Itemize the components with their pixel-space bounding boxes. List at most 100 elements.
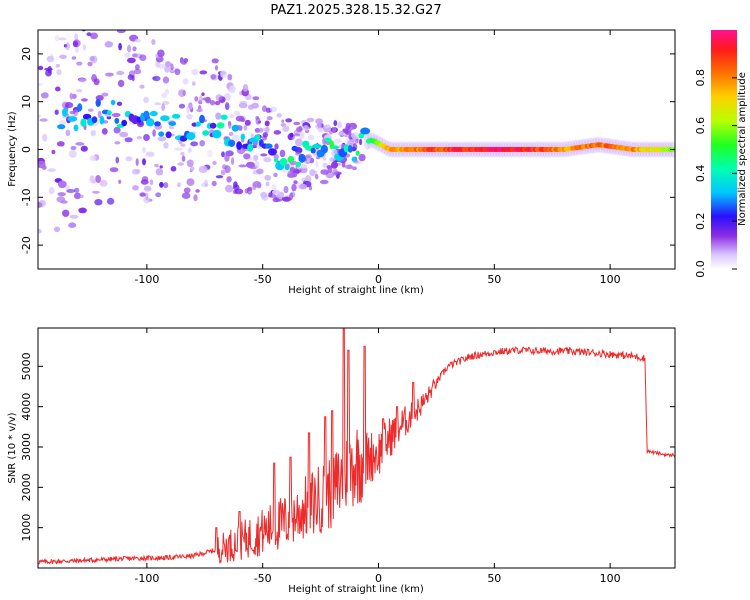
snr-frame [37, 327, 676, 569]
noise-blob [305, 154, 312, 159]
noise-blob [238, 102, 248, 109]
noise-blob [254, 160, 260, 169]
noise-blob [152, 129, 156, 137]
noise-blob [80, 194, 84, 199]
noise-blob [274, 143, 279, 150]
noise-blob [125, 156, 133, 162]
noise-blob [308, 185, 313, 191]
y-tick-label: 10 [20, 95, 33, 109]
noise-blob [298, 131, 305, 140]
noise-blob [215, 175, 224, 179]
noise-blob [210, 74, 217, 80]
snr-y-ticks: 1000 2000 3000 4000 5000 [20, 352, 675, 542]
noise-blob [111, 112, 121, 118]
noise-blob [118, 42, 122, 51]
noise-blob [186, 159, 194, 168]
noise-blob [118, 179, 122, 184]
noise-blob [344, 134, 348, 138]
ridge-blob [106, 110, 112, 116]
ridge-blob [287, 156, 295, 163]
ridge-blob [95, 98, 101, 107]
noise-blob [238, 164, 247, 168]
x-tick-label: 50 [487, 572, 501, 585]
noise-blob [265, 181, 270, 187]
noise-blob [192, 81, 196, 86]
noise-blob [38, 82, 43, 87]
noise-blob [103, 120, 109, 124]
ridge-blob [145, 118, 155, 127]
noise-blob [142, 158, 146, 166]
noise-blob [220, 70, 227, 78]
noise-blob [87, 108, 94, 112]
noise-blob [191, 68, 199, 76]
noise-blob [228, 85, 236, 94]
noise-blob [145, 192, 149, 201]
ridge-blob [149, 110, 158, 117]
noise-blob [314, 174, 319, 180]
noise-blob [186, 113, 193, 120]
ridge-blob [73, 124, 79, 132]
noise-blob [80, 98, 88, 102]
noise-blob [113, 126, 121, 134]
noise-blob [334, 138, 342, 144]
noise-blob [142, 146, 146, 154]
noise-blob [57, 180, 67, 189]
noise-blob [228, 121, 232, 129]
colorbar-tick-label: 0.6 [694, 117, 707, 135]
ridge-blob [231, 124, 240, 132]
noise-blob [56, 141, 65, 147]
noise-blob [47, 168, 56, 172]
noise-blob [281, 119, 285, 123]
noise-blob [55, 63, 60, 68]
noise-blob [116, 70, 125, 76]
ridge-blob [212, 129, 222, 139]
noise-blob [104, 41, 114, 48]
noise-blob [199, 70, 208, 75]
noise-blob [53, 226, 61, 233]
colorbar-tick-label: 0.4 [694, 165, 707, 183]
ridge-blob [121, 119, 128, 127]
noise-blob [127, 44, 132, 53]
noise-blob [69, 92, 74, 100]
noise-blob [89, 56, 95, 62]
colorbar-tick-label: 0.0 [694, 260, 707, 278]
noise-blob [154, 163, 159, 168]
noise-blob [87, 61, 93, 67]
ridge-blob [312, 143, 322, 149]
noise-blob [315, 156, 320, 160]
y-tick-label: 20 [20, 47, 33, 61]
noise-blob [359, 138, 363, 146]
snr-y-axis-title: SNR (10 * v/v) [7, 412, 18, 483]
noise-blob [299, 183, 307, 190]
ridge-blob [284, 165, 290, 171]
noise-blob [344, 164, 353, 169]
noise-blob [320, 169, 329, 175]
noise-blob [174, 68, 181, 76]
noise-blob [105, 72, 114, 77]
noise-blob [42, 25, 50, 29]
noise-blob [114, 141, 121, 145]
ridge-blob [99, 115, 105, 125]
noise-blob [211, 180, 217, 187]
noise-blob [116, 30, 126, 34]
noise-blob [199, 140, 205, 147]
noise-blob [139, 54, 147, 61]
noise-blob [195, 189, 200, 193]
spectrogram-y-axis-title: Frequency (Hz) [7, 111, 18, 187]
noise-blob [127, 74, 134, 81]
noise-blob [232, 184, 240, 191]
noise-blob [299, 166, 308, 174]
ridge-blob [279, 158, 288, 166]
noise-blob [58, 37, 67, 41]
noise-blob [134, 38, 141, 43]
noise-blob [255, 168, 264, 175]
ridge-blob [295, 161, 302, 168]
noise-blob [78, 207, 87, 214]
noise-blob [170, 63, 174, 71]
ridge-blob [320, 144, 328, 154]
noise-blob [40, 92, 49, 99]
noise-blob [109, 167, 119, 173]
noise-blob [145, 151, 155, 157]
noise-blob [38, 229, 42, 234]
